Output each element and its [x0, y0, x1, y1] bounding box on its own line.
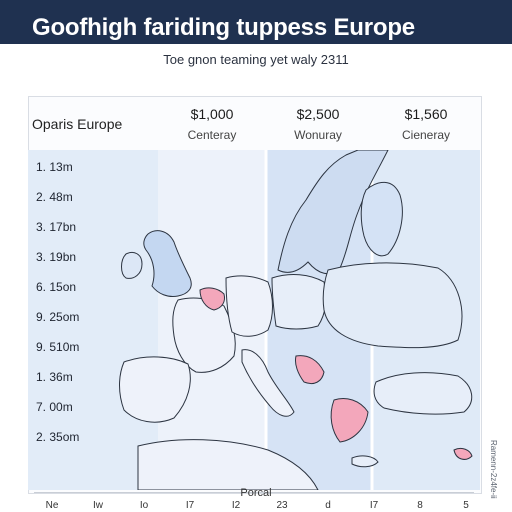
region-ireland — [121, 251, 143, 279]
row-label: 9. 510m — [36, 340, 80, 354]
column-price: $1,560 — [404, 106, 448, 122]
europe-map — [28, 150, 480, 490]
region-germany — [225, 275, 273, 337]
column-price: $2,500 — [296, 106, 340, 122]
panel-title: Oparis Europe — [32, 116, 123, 132]
x-tick-label: I7 — [185, 500, 195, 511]
x-axis-title: Porcal — [240, 487, 272, 499]
row-label: 7. 00m — [36, 400, 73, 414]
column-label: Cieneray — [401, 128, 451, 142]
x-tick-label: I7 — [369, 500, 379, 511]
row-label: 2. 35om — [36, 430, 80, 444]
x-tick-label: d — [325, 500, 331, 511]
region-poland — [271, 274, 327, 330]
row-label: 1. 36m — [36, 370, 73, 384]
column-label: Centeray — [187, 128, 237, 142]
column-price: $1,000 — [190, 106, 234, 122]
row-label: 2. 48m — [36, 190, 73, 204]
x-tick-label: Iw — [93, 500, 103, 511]
region-scandinavia — [277, 150, 389, 275]
x-tick-label: 5 — [463, 500, 469, 511]
column-header-2: $2,500 Wonuray — [268, 106, 368, 142]
region-north-africa — [137, 439, 319, 490]
region-balkans — [295, 355, 325, 385]
row-label: 3. 17bn — [36, 220, 77, 234]
page-title: Goofhigh fariding tuppess Europe — [32, 14, 415, 41]
region-finland — [360, 181, 403, 257]
region-crete — [351, 455, 379, 468]
x-tick-label: I2 — [231, 500, 241, 511]
region-italy — [241, 349, 295, 417]
row-label: 6. 15on — [36, 280, 77, 294]
region-cyprus — [453, 447, 473, 460]
x-tick-label: 8 — [417, 500, 423, 511]
x-axis-line — [34, 492, 474, 493]
column-label: Wonuray — [294, 128, 342, 142]
region-benelux — [199, 287, 225, 311]
row-label: 9. 25om — [36, 310, 80, 324]
region-uk — [143, 230, 192, 297]
row-label: 1. 13m — [36, 160, 73, 174]
page-subtitle: Toe gnon teaming yet waly 2311 — [163, 52, 349, 67]
x-tick-label: Io — [139, 500, 149, 511]
region-iberia — [119, 356, 191, 423]
region-greece — [330, 398, 369, 443]
column-header-3: $1,560 Cieneray — [376, 106, 476, 142]
region-turkey — [373, 372, 473, 415]
x-tick-label: 23 — [276, 500, 288, 511]
row-label: 3. 19bn — [36, 250, 77, 264]
subtitle-band — [0, 44, 512, 76]
x-tick-label: Ne — [45, 500, 59, 511]
region-east — [322, 262, 463, 349]
side-note: Ramenn-2z4fe-ii — [489, 440, 498, 499]
column-header-1: $1,000 Centeray — [162, 106, 262, 142]
